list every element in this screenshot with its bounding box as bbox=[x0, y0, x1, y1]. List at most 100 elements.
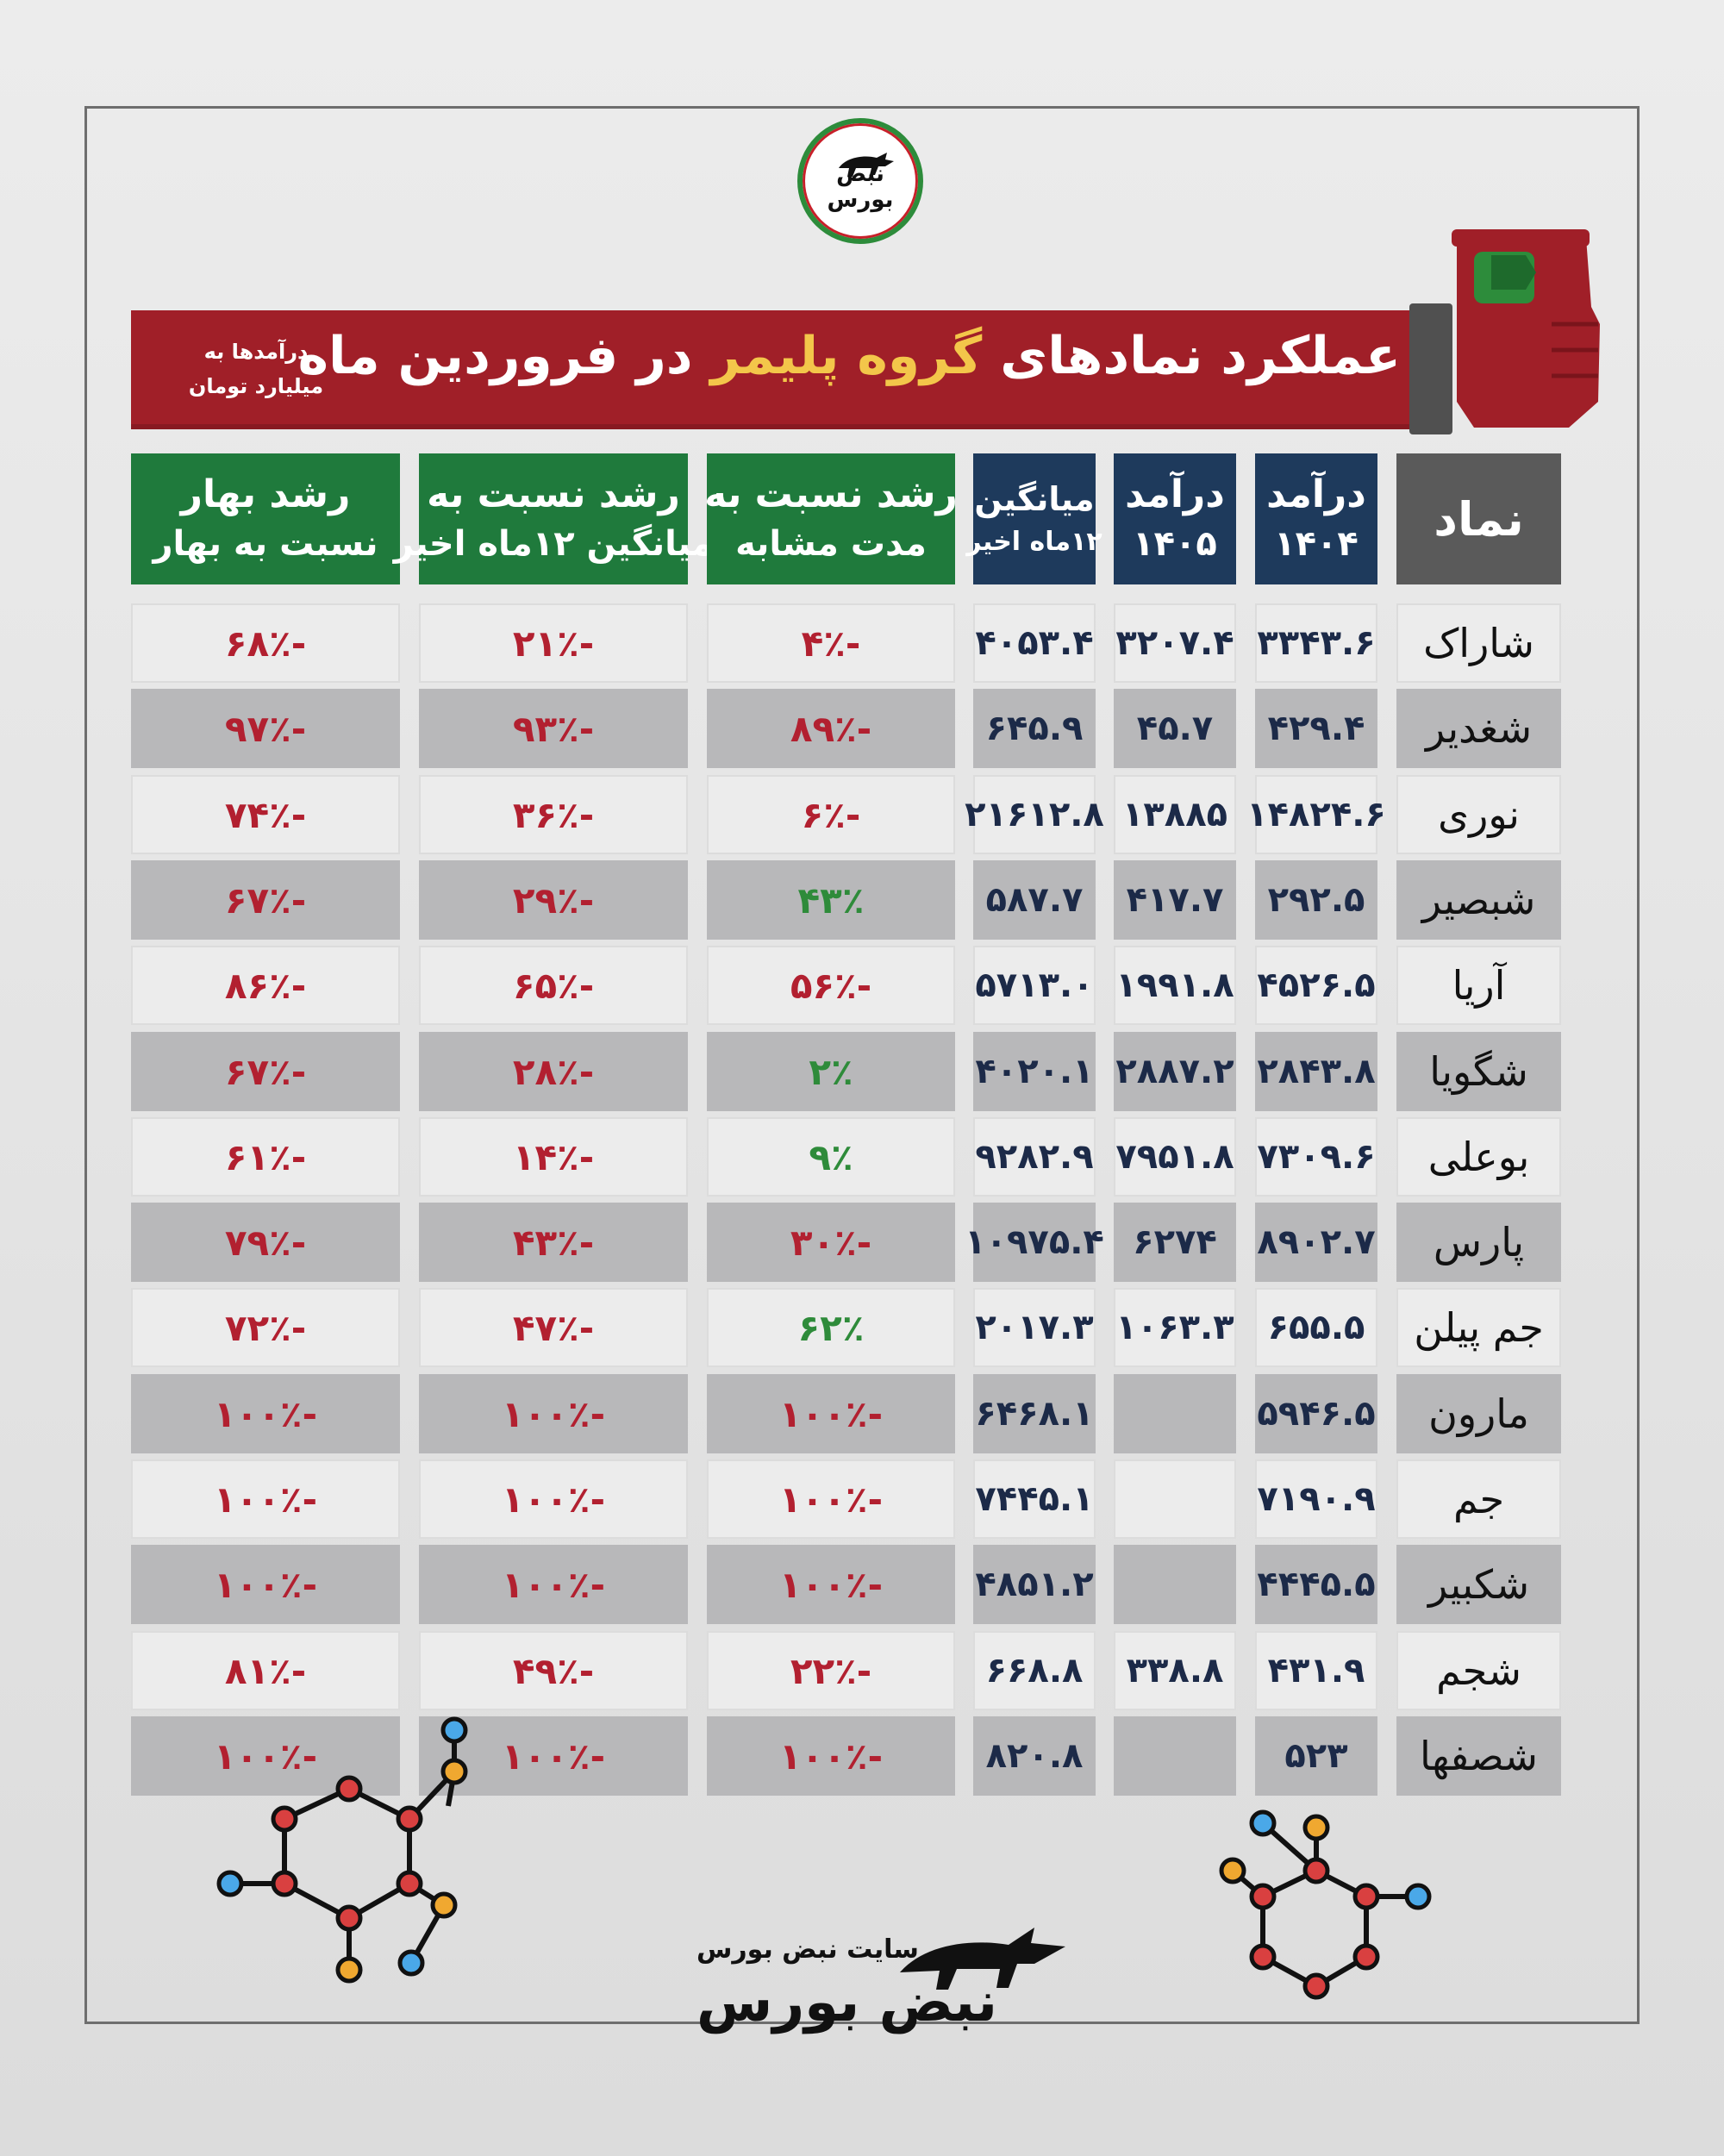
header-growth-spring-line2: نسبت به بهار bbox=[153, 524, 378, 564]
table-cell-rev1404: ۸۹۰۲.۷ bbox=[1255, 1203, 1377, 1282]
header-growth-avg-line1: رشد نسبت به bbox=[427, 472, 680, 516]
table-cell-rev1405: ۴۵.۷ bbox=[1114, 689, 1236, 768]
table-cell-rev1404: ۴۵۲۶.۵ bbox=[1255, 946, 1377, 1025]
table-cell-rev1405: ۳۳۸.۸ bbox=[1114, 1631, 1236, 1710]
table-cell-symbol: شغدیر bbox=[1396, 689, 1561, 768]
table-cell-g_spring: -۶۷٪ bbox=[131, 1032, 400, 1111]
table-cell-g_same: -۸۹٪ bbox=[707, 689, 955, 768]
header-growth-same-line1: رشد نسبت به bbox=[704, 472, 958, 516]
table-cell-rev1404: ۷۱۹۰.۹ bbox=[1255, 1459, 1377, 1539]
table-cell-g_same: -۱۰۰٪ bbox=[707, 1545, 955, 1624]
title-part1: عملکرد نمادهای bbox=[982, 326, 1401, 386]
table-cell-rev1404: ۵۲۳ bbox=[1255, 1716, 1377, 1796]
table-cell-g_avg: -۲۱٪ bbox=[419, 603, 688, 683]
table-cell-rev1404: ۷۳۰۹.۶ bbox=[1255, 1117, 1377, 1197]
table-cell-g_same: -۱۰۰٪ bbox=[707, 1459, 955, 1539]
table-cell-g_same: ۶۲٪ bbox=[707, 1288, 955, 1367]
header-growth-same-line2: مدت مشابه bbox=[735, 524, 927, 564]
table-cell-rev1405: ۲۸۸۷.۲ bbox=[1114, 1032, 1236, 1111]
table-cell-g_spring: -۷۹٪ bbox=[131, 1203, 400, 1282]
table-cell-rev1404: ۴۲۹.۴ bbox=[1255, 689, 1377, 768]
title-banner: عملکرد نمادهای گروه پلیمر در فروردین ماه… bbox=[131, 310, 1446, 429]
table-cell-g_avg: -۱۴٪ bbox=[419, 1117, 688, 1197]
table-cell-avg: ۶۴۵.۹ bbox=[973, 689, 1096, 768]
footer-brand: نبض بورس bbox=[696, 1971, 998, 2034]
table-cell-rev1405: ۱۰۶۳.۳ bbox=[1114, 1288, 1236, 1367]
table-cell-rev1405: ۱۳۸۸۵ bbox=[1114, 775, 1236, 854]
header-rev1404-line2: ۱۴۰۴ bbox=[1274, 524, 1359, 564]
header-rev1405-line1: درآمد bbox=[1125, 472, 1225, 516]
table-cell-symbol: شگویا bbox=[1396, 1032, 1561, 1111]
table-cell-rev1404: ۶۵۵.۵ bbox=[1255, 1288, 1377, 1367]
header-avg-line1: میانگین bbox=[974, 480, 1095, 518]
header-rev1404: درآمد ۱۴۰۴ bbox=[1255, 453, 1377, 584]
table-cell-g_same: -۳۰٪ bbox=[707, 1203, 955, 1282]
table-cell-g_same: -۴٪ bbox=[707, 603, 955, 683]
table-cell-g_spring: -۸۱٪ bbox=[131, 1631, 400, 1710]
table-cell-rev1405: ۶۲۷۴ bbox=[1114, 1203, 1236, 1282]
table-cell-g_avg: -۶۵٪ bbox=[419, 946, 688, 1025]
header-rev1404-line1: درآمد bbox=[1266, 472, 1366, 516]
table-cell-g_spring: -۸۶٪ bbox=[131, 946, 400, 1025]
header-symbol: نماد bbox=[1396, 453, 1561, 584]
table-cell-avg: ۵۷۱۳.۰ bbox=[973, 946, 1096, 1025]
table-cell-g_spring: -۶۷٪ bbox=[131, 860, 400, 940]
brand-logo: نبض بورس bbox=[797, 118, 923, 244]
table-cell-g_avg: -۳۶٪ bbox=[419, 775, 688, 854]
table-cell-symbol: نوری bbox=[1396, 775, 1561, 854]
table-cell-g_same: -۵۶٪ bbox=[707, 946, 955, 1025]
table-cell-symbol: آریا bbox=[1396, 946, 1561, 1025]
unit-note-line2: میلیارد تومان bbox=[188, 374, 324, 398]
header-rev1405: درآمد ۱۴۰۵ bbox=[1114, 453, 1236, 584]
table-cell-rev1405 bbox=[1114, 1459, 1236, 1539]
table-cell-g_spring: -۷۴٪ bbox=[131, 775, 400, 854]
table-cell-g_avg: -۱۰۰٪ bbox=[419, 1459, 688, 1539]
header-growth-same: رشد نسبت به مدت مشابه bbox=[704, 453, 958, 584]
table-cell-rev1405 bbox=[1114, 1716, 1236, 1796]
header-growth-avg-line2: میانگین ۱۲ماه اخیر bbox=[393, 524, 714, 564]
table-cell-g_avg: -۴۳٪ bbox=[419, 1203, 688, 1282]
header-avg: میانگین ۱۲ماه اخیر bbox=[966, 453, 1102, 584]
table-cell-g_same: ۲٪ bbox=[707, 1032, 955, 1111]
table-cell-symbol: شاراک bbox=[1396, 603, 1561, 683]
table-cell-avg: ۱۰۹۷۵.۴ bbox=[965, 1203, 1104, 1282]
table-cell-rev1405 bbox=[1114, 1374, 1236, 1453]
table-cell-rev1405: ۱۹۹۱.۸ bbox=[1114, 946, 1236, 1025]
table-cell-rev1405: ۴۱۷.۷ bbox=[1114, 860, 1236, 940]
table-cell-g_same: -۶٪ bbox=[707, 775, 955, 854]
table-cell-g_spring: -۱۰۰٪ bbox=[131, 1374, 400, 1453]
table-cell-symbol: جم bbox=[1396, 1459, 1561, 1539]
table-cell-rev1404: ۲۹۲.۵ bbox=[1255, 860, 1377, 940]
table-cell-g_spring: -۹۷٪ bbox=[131, 689, 400, 768]
table-cell-symbol: شجم bbox=[1396, 1631, 1561, 1710]
table-cell-symbol: جم پیلن bbox=[1396, 1288, 1561, 1367]
table-cell-symbol: شکبیر bbox=[1396, 1545, 1561, 1624]
table-cell-avg: ۶۴۶۸.۱ bbox=[973, 1374, 1096, 1453]
table-cell-symbol: شصفها bbox=[1396, 1716, 1561, 1796]
molecule-left-icon bbox=[216, 1716, 468, 1984]
table-cell-avg: ۴۸۵۱.۲ bbox=[973, 1545, 1096, 1624]
table-cell-g_same: -۲۲٪ bbox=[707, 1631, 955, 1710]
table-cell-symbol: مارون bbox=[1396, 1374, 1561, 1453]
table-cell-g_spring: -۱۰۰٪ bbox=[131, 1459, 400, 1539]
table-cell-symbol: پارس bbox=[1396, 1203, 1561, 1282]
table-cell-avg: ۹۲۸۲.۹ bbox=[973, 1117, 1096, 1197]
banner-cuff bbox=[1409, 303, 1452, 434]
table-cell-g_same: ۹٪ bbox=[707, 1117, 955, 1197]
table-cell-g_same: -۱۰۰٪ bbox=[707, 1716, 955, 1796]
unit-note-line1: درآمدها به bbox=[203, 340, 309, 364]
table-cell-rev1404: ۴۴۴۵.۵ bbox=[1255, 1545, 1377, 1624]
header-growth-spring-line1: رشد بهار bbox=[180, 472, 351, 516]
unit-note: درآمدها به میلیارد تومان bbox=[183, 334, 329, 403]
table-cell-g_avg: -۴۹٪ bbox=[419, 1631, 688, 1710]
footer-bull-icon bbox=[900, 1928, 1065, 1990]
table-cell-g_spring: -۷۲٪ bbox=[131, 1288, 400, 1367]
title-part2: در فروردین ماه bbox=[297, 326, 711, 386]
table-cell-rev1404: ۱۴۸۲۴.۶ bbox=[1246, 775, 1386, 854]
table-cell-g_spring: -۶۱٪ bbox=[131, 1117, 400, 1197]
bull-icon bbox=[839, 153, 894, 177]
page-title: عملکرد نمادهای گروه پلیمر در فروردین ماه bbox=[298, 326, 1401, 386]
table-cell-g_same: ۴۳٪ bbox=[707, 860, 955, 940]
table-cell-symbol: شبصیر bbox=[1396, 860, 1561, 940]
header-growth-avg: رشد نسبت به میانگین ۱۲ماه اخیر bbox=[394, 453, 713, 584]
